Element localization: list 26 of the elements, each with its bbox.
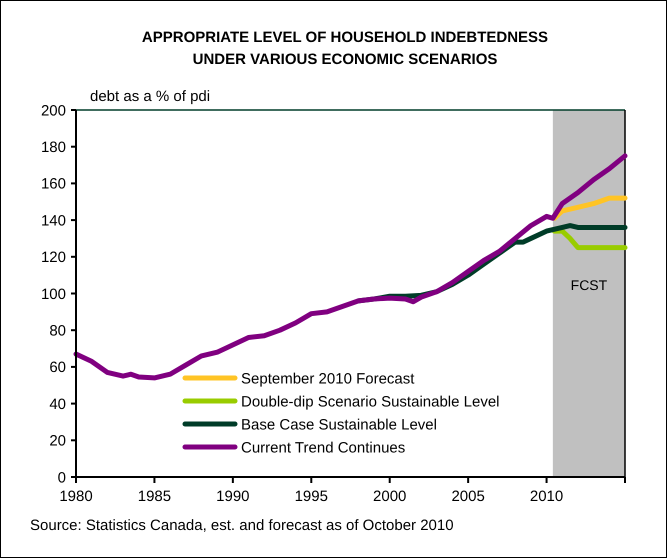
legend-label: Base Case Sustainable Level bbox=[241, 416, 437, 434]
legend-label: September 2010 Forecast bbox=[241, 370, 416, 388]
y-tick-label: 0 bbox=[58, 469, 66, 486]
y-tick-label: 200 bbox=[40, 102, 66, 120]
y-tick-label: 180 bbox=[40, 138, 66, 156]
y-tick-label: 160 bbox=[40, 176, 66, 193]
x-tick-label: 2000 bbox=[373, 488, 406, 505]
chart-title: APPROPRIATE LEVEL OF HOUSEHOLD INDEBTEDNESS UNDER VARIOUS ECONOMIC SCENARIOS bbox=[142, 29, 548, 68]
x-tick-label: 1985 bbox=[138, 488, 172, 505]
x-tick-label: 1980 bbox=[59, 488, 93, 505]
y-tick-label: 100 bbox=[40, 286, 66, 303]
y-tick-label: 20 bbox=[49, 432, 66, 450]
y-tick-label: 120 bbox=[40, 249, 66, 266]
source-note: Source: Statistics Canada, est. and forecast as of October 2010 bbox=[30, 517, 454, 534]
y-tick-label: 80 bbox=[49, 322, 66, 340]
x-tick-label: 2005 bbox=[451, 488, 485, 505]
x-tick-label: 1990 bbox=[216, 488, 250, 505]
y-tick-label: 140 bbox=[40, 212, 66, 230]
y-tick-label: 60 bbox=[49, 359, 66, 376]
x-tick-label: 2010 bbox=[530, 488, 564, 505]
y-tick-label: 40 bbox=[49, 396, 66, 413]
y-axis-title: debt as a % of pdi bbox=[90, 88, 210, 105]
x-tick-label: 1995 bbox=[294, 488, 328, 505]
legend-label: Double-dip Scenario Sustainable Level bbox=[241, 393, 500, 410]
legend-label: Current Trend Continues bbox=[241, 439, 406, 456]
band-label: FCST bbox=[570, 276, 608, 293]
